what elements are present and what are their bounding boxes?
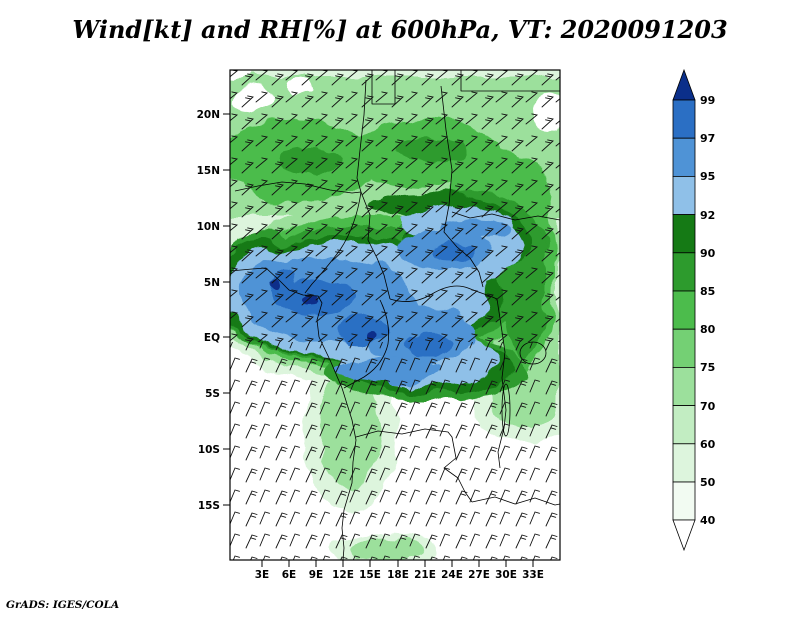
lon-tick-label: 9E <box>309 569 323 581</box>
lon-tick-label: 15E <box>359 569 381 581</box>
lon-tick-label: 3E <box>255 569 269 581</box>
lat-tick-label: 10N <box>197 221 220 233</box>
colorbar-label: 95 <box>700 170 715 183</box>
lat-tick-label: 15N <box>197 165 220 177</box>
lat-tick-label: 5S <box>205 388 220 400</box>
lon-tick-label: 30E <box>495 569 517 581</box>
lat-tick-label: 20N <box>197 109 220 121</box>
lat-tick-labels: 20N 15N 10N 5N EQ 5S 10S 15S <box>197 109 220 512</box>
credit-text: GrADS: IGES/COLA <box>6 599 119 611</box>
colorbar-segment <box>672 175 696 215</box>
colorbar-label: 85 <box>700 285 715 298</box>
colorbar-label: 40 <box>700 514 716 527</box>
lat-tick-label: 10S <box>198 444 220 456</box>
colorbar-label: 75 <box>700 361 715 374</box>
lat-tick-label: 5N <box>204 277 220 289</box>
colorbar-segment <box>672 328 696 368</box>
plot-title: Wind[kt] and RH[%] at 600hPa, VT: 202009… <box>72 15 727 44</box>
colorbar-segment <box>672 405 696 445</box>
lon-tick-label: 18E <box>387 569 409 581</box>
colorbar-label: 99 <box>700 94 715 107</box>
lon-tick-labels: 3E 6E 9E 12E 15E 18E 21E 24E 27E 30E 33E <box>255 569 544 581</box>
colorbar-segment <box>672 366 696 406</box>
colorbar-segment <box>672 214 696 254</box>
colorbar-segment <box>672 443 696 483</box>
lat-ticks <box>223 113 230 506</box>
colorbar-labels: 99 97 95 92 90 85 80 75 70 60 50 40 <box>700 94 716 527</box>
colorbar-top-arrow <box>672 68 696 101</box>
lon-ticks <box>261 560 534 567</box>
colorbar-segment <box>672 99 696 139</box>
colorbar-segment <box>672 290 696 330</box>
colorbar-label: 92 <box>700 209 715 222</box>
lat-tick-label: EQ <box>204 332 220 344</box>
map-frame <box>229 69 561 561</box>
lon-tick-label: 33E <box>522 569 544 581</box>
colorbar-label: 70 <box>700 400 716 413</box>
colorbar-segment <box>672 252 696 292</box>
lon-tick-label: 12E <box>332 569 354 581</box>
lon-tick-label: 21E <box>414 569 436 581</box>
colorbar <box>672 68 696 552</box>
colorbar-bottom-arrow <box>672 519 696 552</box>
colorbar-label: 90 <box>700 247 716 260</box>
colorbar-label: 50 <box>700 476 716 489</box>
wind-barbs-south <box>230 342 560 560</box>
colorbar-label: 60 <box>700 438 716 451</box>
lat-tick-label: 15S <box>198 500 220 512</box>
colorbar-label: 97 <box>700 132 715 145</box>
wind-barbs-north <box>230 70 560 342</box>
lon-tick-label: 27E <box>468 569 490 581</box>
colorbar-segment <box>672 137 696 177</box>
wind-barbs-field <box>230 70 560 560</box>
map-panel: 20N 15N 10N 5N EQ 5S 10S 15S 3E 6E 9E 12… <box>197 69 561 581</box>
colorbar-label: 80 <box>700 323 716 336</box>
lon-tick-label: 24E <box>441 569 463 581</box>
colorbar-segment <box>672 481 696 521</box>
lon-tick-label: 6E <box>282 569 296 581</box>
